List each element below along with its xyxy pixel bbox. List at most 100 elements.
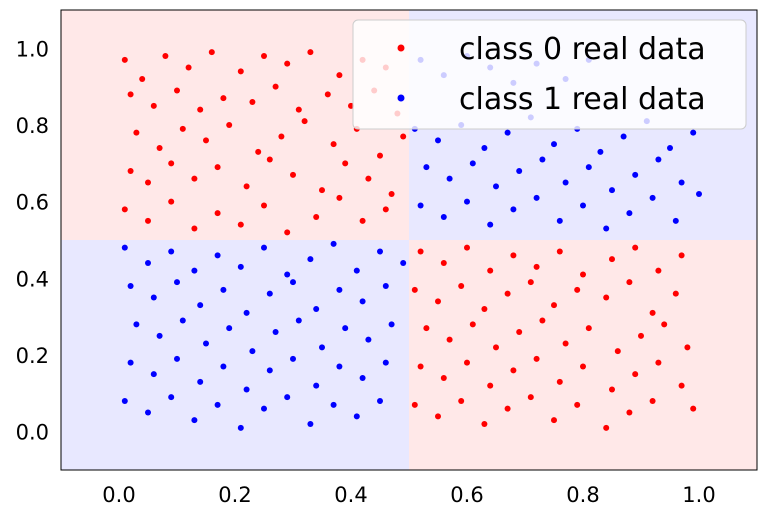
point-class-0-85 [446,336,453,343]
point-class-1-65 [266,290,273,297]
point-class-1-88 [243,386,250,393]
point-class-0-7 [284,60,291,67]
point-class-1-62 [197,302,204,309]
point-class-1-85 [174,355,180,362]
point-class-0-81 [626,279,633,286]
point-class-0-76 [504,290,511,297]
point-class-0-55 [284,229,291,236]
point-class-0-110 [458,398,465,404]
y-tick-label: 0.8 [16,114,49,138]
point-class-0-62 [464,244,470,251]
point-class-0-42 [266,156,273,163]
point-class-0-27 [203,137,209,144]
point-class-1-94 [382,359,389,366]
point-class-0-78 [551,302,557,309]
point-class-0-24 [133,129,140,136]
point-class-1-73 [179,317,186,324]
legend-box [352,19,747,130]
point-class-1-55 [330,240,337,247]
point-class-1-47 [145,260,151,266]
point-class-1-69 [359,298,366,305]
point-class-0-48 [121,206,128,213]
point-class-1-98 [191,417,198,424]
point-class-1-106 [377,398,383,404]
point-class-1-29 [609,187,615,194]
point-class-0-80 [603,294,610,301]
point-class-1-60 [150,294,157,301]
point-class-1-48 [168,248,175,255]
y-tick-label: 1.0 [16,37,49,61]
point-class-0-93 [638,332,644,339]
point-class-1-20 [690,129,697,136]
point-class-0-53 [237,221,244,228]
point-class-1-25 [516,168,523,174]
point-class-1-77 [272,329,279,335]
point-class-0-66 [556,248,563,255]
point-class-1-46 [121,244,128,251]
point-class-0-61 [440,260,447,266]
point-class-0-31 [301,118,308,125]
point-class-1-16 [597,148,604,155]
point-class-0-67 [580,271,586,278]
point-class-0-35 [400,133,407,140]
point-class-1-93 [359,375,366,381]
point-class-0-3 [185,64,192,71]
point-class-1-78 [295,317,302,324]
region-class-0-0 [61,10,409,240]
y-axis-ticks: 0.0 0.2 0.4 0.6 0.8 1.0 [16,37,49,444]
point-class-1-42 [626,210,633,217]
point-class-0-4 [208,49,215,56]
point-class-1-74 [203,340,209,347]
point-class-0-118 [649,398,656,404]
plot-frame [60,9,758,471]
point-class-0-72 [411,286,418,293]
point-class-0-39 [191,175,198,182]
point-class-0-77 [527,279,534,286]
point-class-1-38 [533,194,540,201]
point-class-0-98 [464,359,470,366]
point-class-1-30 [632,171,639,178]
point-class-1-19 [667,145,673,151]
point-class-0-109 [435,413,441,420]
point-class-0-28 [226,122,233,128]
point-class-1-40 [580,202,586,209]
point-class-1-70 [382,283,389,289]
point-class-0-95 [684,344,691,351]
point-class-0-70 [655,267,662,274]
point-class-1-76 [249,348,256,355]
point-class-1-36 [487,221,494,228]
point-class-0-101 [533,355,540,362]
point-class-1-91 [313,382,320,389]
point-class-1-89 [266,367,273,374]
point-class-0-8 [307,49,314,56]
point-class-0-119 [690,405,697,412]
legend-label-class-0: class 0 real data [459,32,706,67]
point-class-1-75 [226,325,233,332]
point-class-0-16 [220,95,227,102]
point-class-0-107 [678,382,685,389]
point-class-1-64 [243,309,250,316]
point-class-0-32 [330,141,337,148]
point-class-1-14 [551,141,557,148]
point-class-1-26 [539,156,546,163]
point-class-1-79 [319,344,325,351]
point-class-0-25 [156,145,163,151]
point-class-1-24 [493,183,499,190]
point-class-0-63 [487,267,494,274]
point-class-0-108 [411,401,418,408]
y-tick-label: 0.0 [16,421,49,445]
point-class-1-37 [510,206,517,213]
point-class-1-21 [423,164,430,171]
point-class-0-69 [632,244,639,251]
point-class-0-36 [127,168,134,174]
point-class-0-44 [319,187,325,194]
point-class-1-31 [655,156,662,163]
point-class-1-84 [150,371,157,378]
point-class-0-96 [417,363,424,370]
point-class-1-63 [220,286,227,293]
point-class-1-12 [504,129,511,136]
point-class-1-23 [469,160,476,167]
point-class-1-66 [290,279,296,286]
point-class-0-73 [435,298,441,305]
point-class-0-37 [145,179,151,186]
